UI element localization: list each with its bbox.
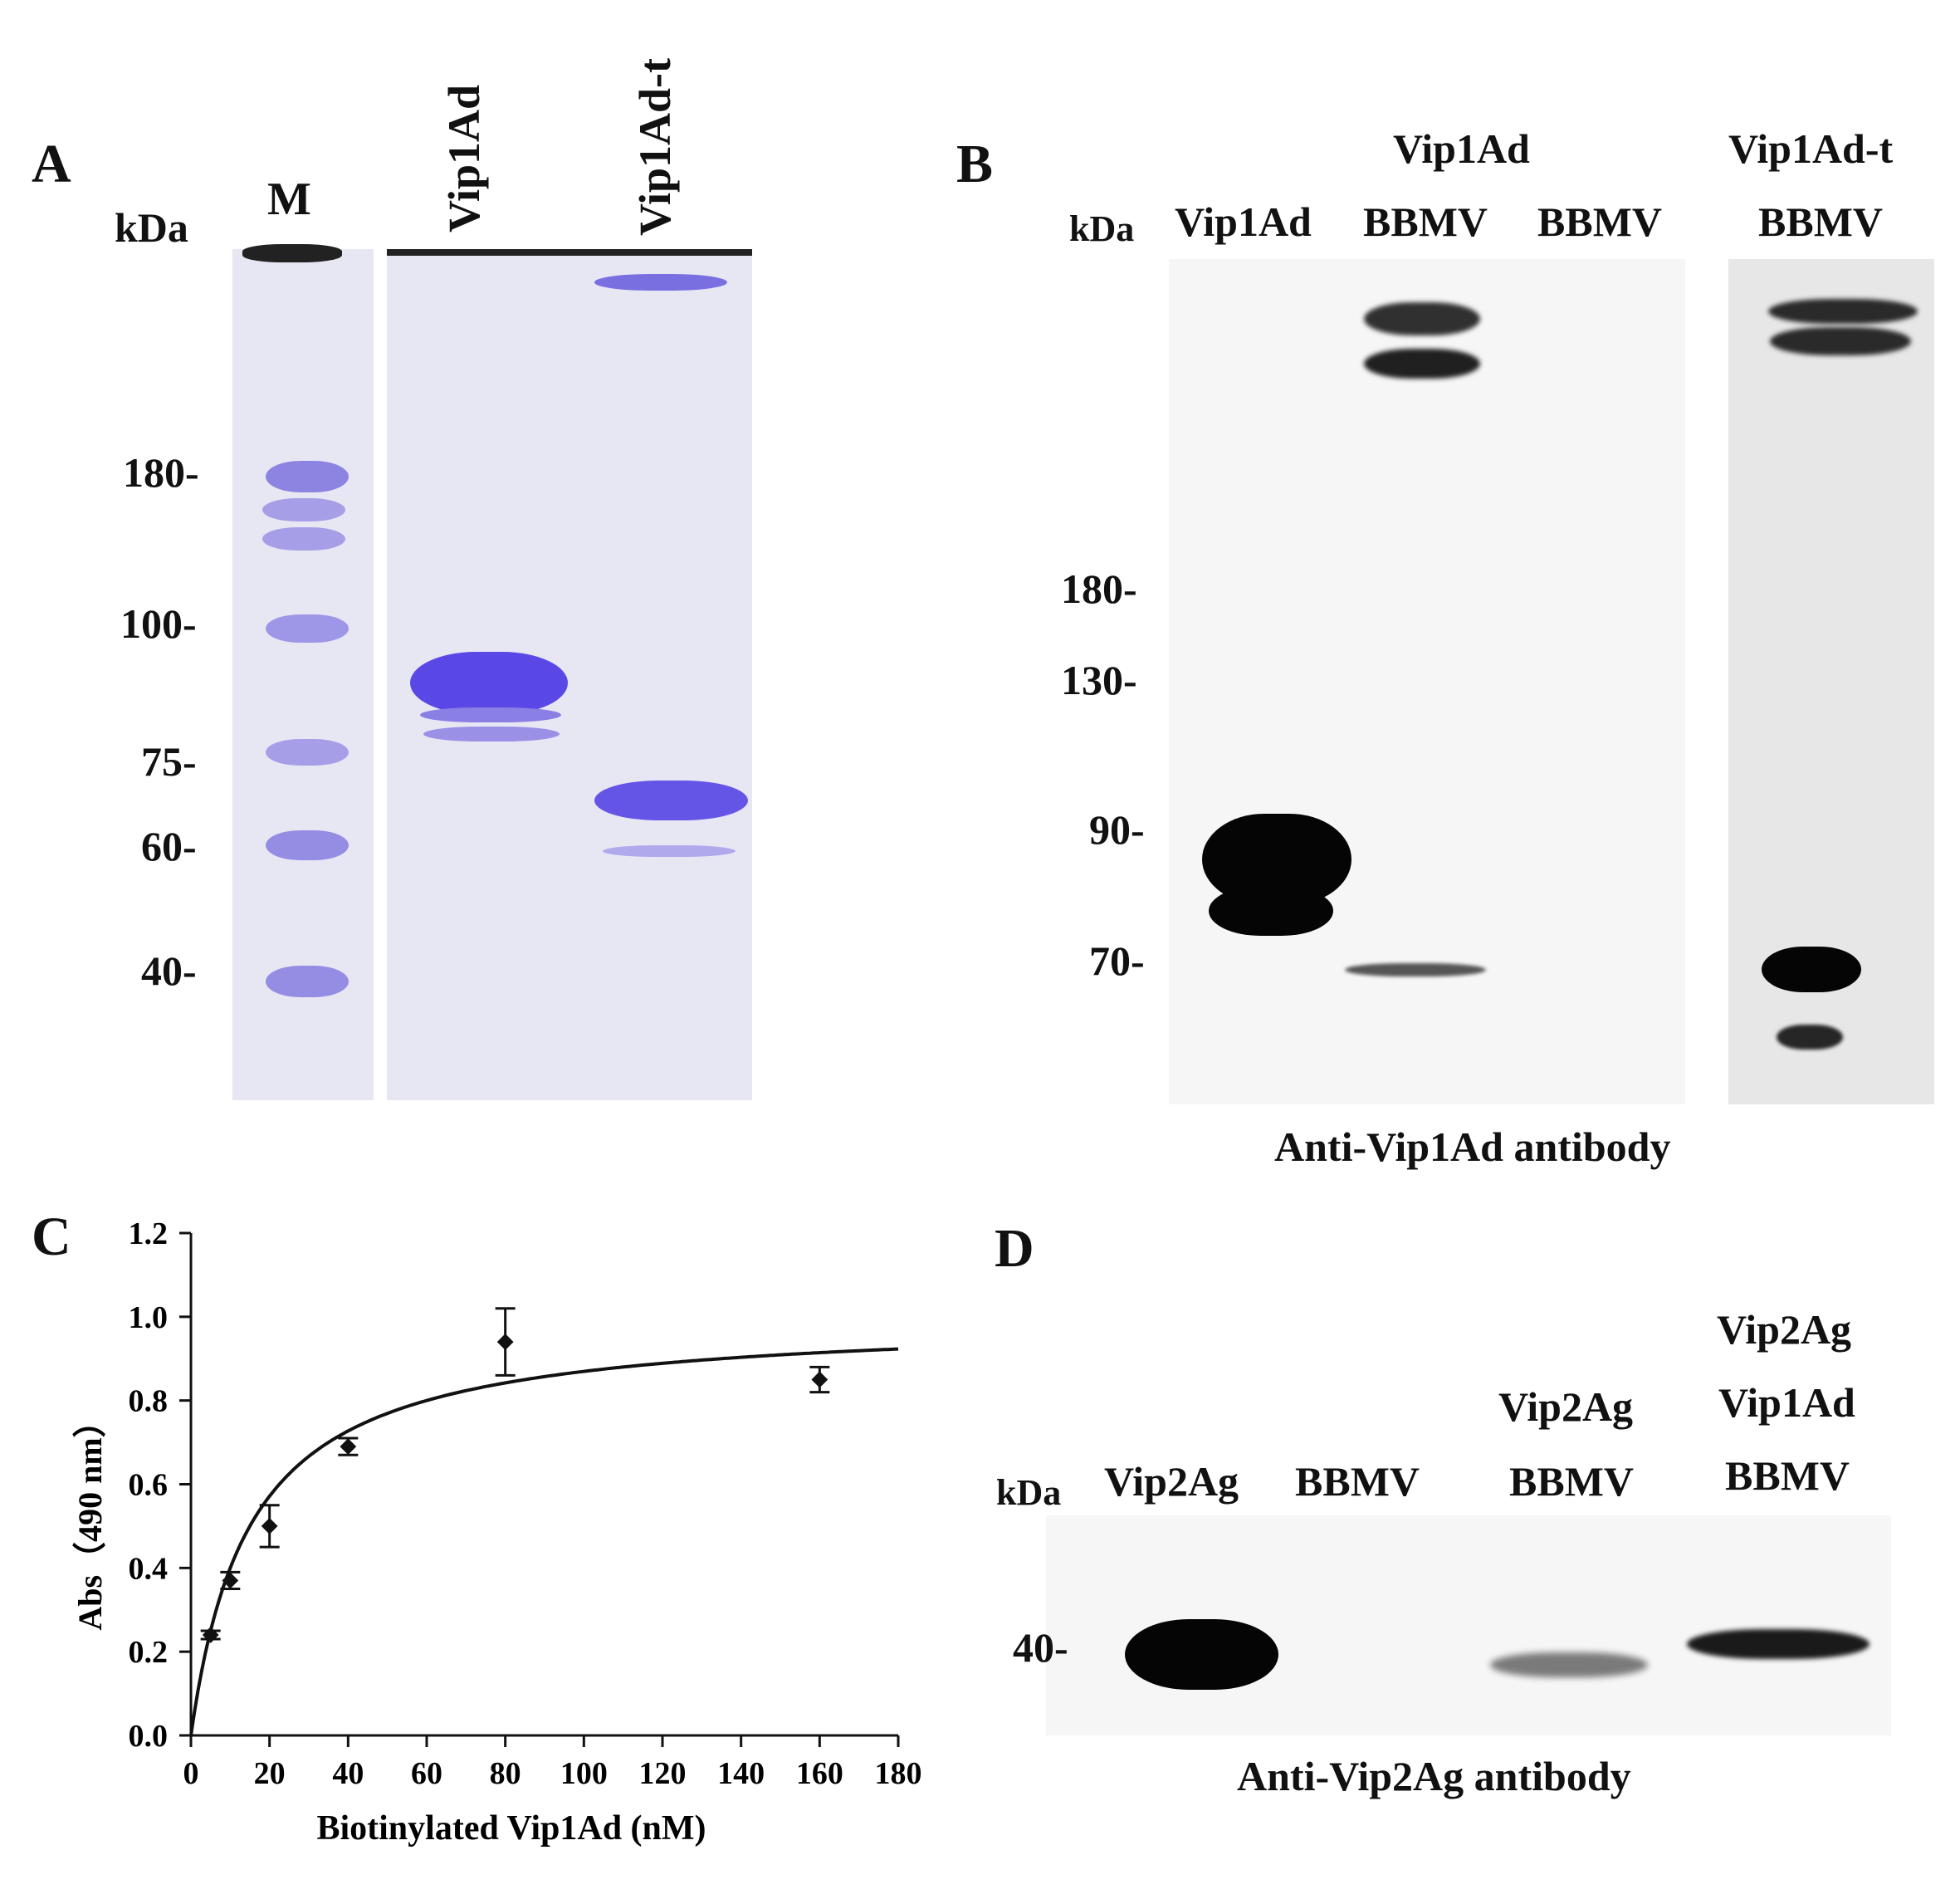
panel-a-marker-40: 40- xyxy=(141,947,197,994)
panel-b-marker-180: 180- xyxy=(1061,565,1137,612)
fit-curve xyxy=(189,1347,899,1736)
y-tick-label: 0.8 xyxy=(129,1384,169,1419)
x-tick-label: 100 xyxy=(560,1756,608,1791)
panel-d-blot xyxy=(1046,1515,1891,1735)
panel-b-lane-header-4-bottom: BBMV xyxy=(1758,198,1883,245)
panel-a-band-vip1ad-lower xyxy=(423,727,560,741)
panel-a-gel-top-edge xyxy=(387,249,752,256)
y-tick-label: 0.6 xyxy=(129,1468,169,1503)
data-point xyxy=(261,1518,278,1534)
panel-b-kda-label: kDa xyxy=(1069,208,1135,249)
panel-a-marker-band-75 xyxy=(266,739,349,766)
panel-d-lane-header-4-line1: Vip2Ag xyxy=(1717,1306,1852,1353)
panel-a-marker-60: 60- xyxy=(141,823,197,869)
x-tick-label: 60 xyxy=(411,1756,442,1791)
panel-b-band-complex xyxy=(1364,349,1480,379)
panel-d-lane-header-2: BBMV xyxy=(1295,1458,1420,1505)
panel-b-band-vip1ad-lower xyxy=(1209,886,1333,936)
panel-a-well-mark xyxy=(242,244,342,262)
x-tick-label: 140 xyxy=(717,1756,765,1791)
panel-a-marker-75: 75- xyxy=(141,738,197,785)
panel-d-lane-header-3-line2: BBMV xyxy=(1509,1458,1634,1505)
panel-a-marker-lane-label: M xyxy=(267,174,311,225)
panel-b-marker-90: 90- xyxy=(1089,806,1145,853)
panel-a-marker-band xyxy=(262,498,345,521)
panel-a-marker-180: 180- xyxy=(123,449,199,496)
data-point xyxy=(340,1438,357,1456)
panel-b-lane-header-3: BBMV xyxy=(1537,198,1662,245)
x-axis-label: Biotinylated Vip1Ad (nM) xyxy=(316,1809,706,1848)
panel-a-marker-band-60 xyxy=(266,830,349,860)
panel-b-lane-header-4-top: Vip1Ad-t xyxy=(1728,125,1894,172)
panel-d-letter: D xyxy=(995,1218,1034,1279)
panel-a-letter: A xyxy=(32,134,71,194)
x-tick-label: 120 xyxy=(639,1756,687,1791)
panel-d-marker-40: 40- xyxy=(1013,1624,1068,1671)
panel-b-band-complex xyxy=(1364,302,1480,335)
y-tick-label: 0.4 xyxy=(129,1551,169,1586)
panel-b-marker-70: 70- xyxy=(1089,937,1145,984)
x-tick-label: 160 xyxy=(796,1756,843,1791)
panel-a-kda-label: kDa xyxy=(115,204,188,251)
panel-a-marker-band-40 xyxy=(266,966,349,997)
panel-b-band-complex-t xyxy=(1770,327,1911,355)
panel-a-lane-label-vip1ad-t: Vip1Ad-t xyxy=(630,57,680,236)
panel-a-lane-label-vip1ad: Vip1Ad xyxy=(439,84,489,232)
y-axis-label: Abs（490 nm） xyxy=(71,1404,109,1630)
panel-b-lane-header-2-top: Vip1Ad xyxy=(1393,125,1530,172)
x-tick-label: 80 xyxy=(490,1756,521,1791)
panel-b-band-vip1ad-t xyxy=(1762,947,1861,992)
panel-b-lane-header-2-bottom: BBMV xyxy=(1363,198,1488,245)
panel-b-marker-130: 130- xyxy=(1061,657,1137,703)
data-point xyxy=(811,1371,828,1388)
panel-b-letter: B xyxy=(956,134,994,194)
panel-c-letter: C xyxy=(32,1206,71,1267)
panel-d-caption: Anti-Vip2Ag antibody xyxy=(1237,1753,1631,1799)
panel-a-band-vip1ad-t-lower xyxy=(603,845,736,857)
panel-b-blot-left xyxy=(1169,259,1685,1104)
y-tick-label: 1.0 xyxy=(129,1300,169,1335)
panel-b-band-70 xyxy=(1345,963,1486,976)
y-tick-label: 1.2 xyxy=(129,1216,169,1251)
panel-d-band-vip2ag-bbmv xyxy=(1490,1652,1648,1677)
x-tick-label: 180 xyxy=(875,1756,922,1791)
panel-d-band-vip2ag xyxy=(1125,1619,1278,1690)
panel-a-sample-gel xyxy=(387,249,752,1100)
panel-d-lane-header-1: Vip2Ag xyxy=(1104,1458,1239,1505)
panel-b-lane-header-1: Vip1Ad xyxy=(1175,198,1312,245)
panel-b-blot-right xyxy=(1728,259,1934,1104)
y-tick-label: 0.2 xyxy=(129,1635,169,1670)
panel-a-marker-band xyxy=(262,527,345,551)
panel-a-marker-100: 100- xyxy=(120,600,197,647)
panel-d-lane-header-4-line2: Vip1Ad xyxy=(1718,1379,1855,1426)
panel-a-marker-band-100 xyxy=(266,614,349,643)
panel-a-band-vip1ad-t xyxy=(594,781,748,820)
y-tick-label: 0.0 xyxy=(129,1719,169,1754)
panel-b-band-vip1ad-t-lower xyxy=(1777,1025,1843,1050)
x-tick-label: 40 xyxy=(332,1756,364,1791)
panel-b-band-complex-t xyxy=(1768,299,1918,324)
data-point xyxy=(496,1334,514,1350)
panel-a-band-vip1ad-lower xyxy=(420,707,561,722)
data-point xyxy=(202,1627,219,1643)
x-tick-label: 20 xyxy=(254,1756,286,1791)
panel-d-lane-header-4-line3: BBMV xyxy=(1725,1452,1850,1499)
panel-a-marker-band-180 xyxy=(266,461,349,492)
panel-d-lane-header-3-line1: Vip2Ag xyxy=(1498,1383,1634,1430)
panel-a-marker-gel xyxy=(232,244,374,1100)
panel-d-kda-label: kDa xyxy=(996,1472,1062,1513)
panel-a-band-top xyxy=(594,274,727,291)
panel-b-caption: Anti-Vip1Ad antibody xyxy=(1274,1123,1671,1170)
panel-d-band-vip2ag-vip1ad-bbmv xyxy=(1687,1629,1870,1659)
panel-c-chart: 0 20 40 60 80 100 120 140 160 180 0.0 0.2 0.4 0.6 0.8 1… xyxy=(71,1216,922,1848)
x-tick-label: 0 xyxy=(183,1756,199,1791)
panel-a-band-vip1ad xyxy=(410,652,568,714)
